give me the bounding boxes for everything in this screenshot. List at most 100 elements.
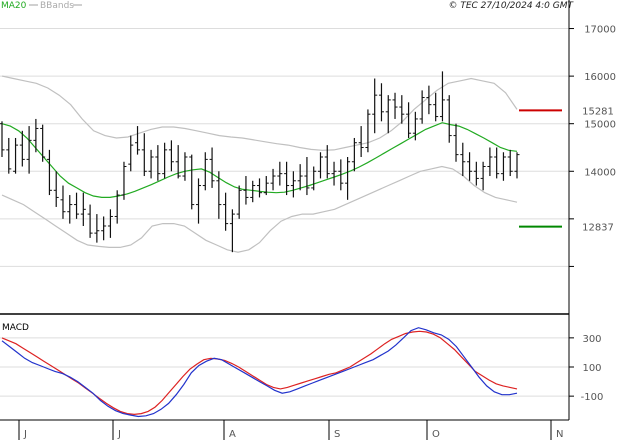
ohlc-bar — [270, 168, 276, 191]
support-label: 12837 — [582, 223, 614, 234]
ohlc-bar — [284, 161, 290, 196]
month-label: A — [229, 429, 236, 440]
ohlc-bar — [372, 78, 378, 134]
ohlc-bar — [399, 95, 405, 124]
price-axis: 17000 16000 15000 14000 — [569, 25, 616, 267]
price-panel-frame — [0, 10, 569, 314]
ohlc-bar — [263, 176, 269, 196]
ohlc-bar — [189, 154, 195, 210]
ohlc-bar — [175, 145, 181, 179]
ohlc-bar — [453, 123, 459, 162]
ohlc-bar — [74, 192, 80, 219]
ohlc-bar — [155, 145, 161, 181]
macd-lines — [1, 327, 518, 418]
ohlc-bar — [419, 90, 425, 124]
price-grid — [0, 28, 569, 267]
ohlc-bar — [209, 147, 215, 188]
ohlc-bar — [304, 157, 310, 196]
ohlc-bar — [514, 152, 520, 179]
ohlc-bar — [67, 195, 73, 224]
ohlc-bar — [507, 149, 513, 177]
macd-title: MACD — [2, 323, 29, 333]
price-tick-label: 15000 — [584, 120, 616, 131]
ohlc-bar — [480, 161, 486, 191]
ohlc-bar — [311, 166, 317, 191]
ohlc-bar — [494, 147, 500, 179]
bb-upper-line — [1, 75, 518, 151]
ohlc-bar — [202, 152, 208, 191]
price-tick-label: 17000 — [584, 25, 616, 36]
ohlc-bar — [331, 161, 337, 186]
bollinger-bands — [1, 75, 518, 253]
ohlc-bar — [13, 137, 19, 174]
ohlc-bar — [392, 92, 398, 119]
resistance-label: 15281 — [582, 106, 614, 117]
ohlc-bar — [250, 180, 256, 203]
ohlc-bar — [473, 161, 479, 186]
ohlc-bar — [196, 178, 202, 224]
ohlc-bar — [60, 185, 66, 219]
macd-tick-label: -100 — [581, 392, 604, 403]
ohlc-bar — [26, 126, 32, 174]
ohlc-bar — [290, 171, 296, 198]
ohlc-bar — [378, 83, 384, 122]
ohlc-bar — [236, 185, 242, 219]
ohlc-bar — [406, 102, 412, 138]
macd-line — [1, 327, 518, 418]
ohlc-bar — [114, 190, 120, 224]
ohlc-bar — [19, 130, 25, 167]
ohlc-bar — [148, 149, 154, 179]
ohlc-bar — [162, 142, 168, 179]
ohlc-bar — [433, 92, 439, 122]
ohlc-bar — [94, 214, 100, 243]
ohlc-bar — [128, 135, 134, 172]
ohlc-bar — [385, 95, 391, 134]
ohlc-bar — [460, 142, 466, 177]
ohlc-bar — [107, 209, 113, 238]
ohlc-bar — [487, 147, 493, 177]
ma-legend-label: MA20 — [1, 1, 27, 11]
ohlc-bar — [467, 152, 473, 181]
macd-tick-label: 300 — [582, 334, 601, 345]
month-label: J — [23, 429, 27, 440]
ohlc-bar — [439, 71, 445, 122]
bb-legend-label: BBands — [40, 1, 74, 11]
ohlc-bar — [168, 140, 174, 172]
ohlc-bar — [351, 137, 357, 172]
ohlc-bar — [345, 157, 351, 200]
ohlc-bar — [141, 133, 147, 177]
copyright-label: © TEC 27/10/2024 4:0 GMT — [448, 1, 574, 11]
ohlc-bar — [46, 149, 52, 196]
ohlc-bar — [182, 152, 188, 181]
ohlc-bar — [317, 152, 323, 179]
ohlc-bar — [243, 176, 249, 205]
ohlc-bar — [216, 171, 222, 219]
ohlc-bar — [358, 126, 364, 157]
ohlc-bar — [277, 161, 283, 186]
ohlc-bar — [500, 152, 506, 181]
ohlc-bar — [365, 109, 371, 153]
ohlc-bar — [0, 121, 5, 157]
month-label: N — [556, 429, 563, 440]
ohlc-bar — [87, 204, 93, 238]
macd-grid — [0, 337, 569, 397]
ohlc-bar — [121, 161, 127, 200]
ohlc-bar — [101, 216, 107, 241]
ohlc-bar — [6, 137, 12, 174]
ohlc-bar — [40, 124, 46, 162]
ohlc-bar — [135, 126, 141, 155]
chart-header: MA20 BBands © TEC 27/10/2024 4:0 GMT — [1, 1, 574, 11]
month-label: O — [432, 429, 440, 440]
price-tick-label: 16000 — [584, 72, 616, 83]
price-panel: 15281 12837 17000 16000 15000 14000 — [0, 0, 616, 315]
ohlc-bar — [80, 192, 86, 226]
ohlc-bar — [229, 209, 235, 253]
month-label: S — [334, 429, 340, 440]
ohlc-bar — [338, 159, 344, 191]
macd-axis: 300 100 -100 — [569, 334, 603, 403]
ohlc-bar — [426, 85, 432, 115]
ohlc-bar — [297, 164, 303, 191]
month-label: J — [117, 429, 121, 440]
support-resistance-levels: 15281 12837 — [519, 106, 614, 234]
